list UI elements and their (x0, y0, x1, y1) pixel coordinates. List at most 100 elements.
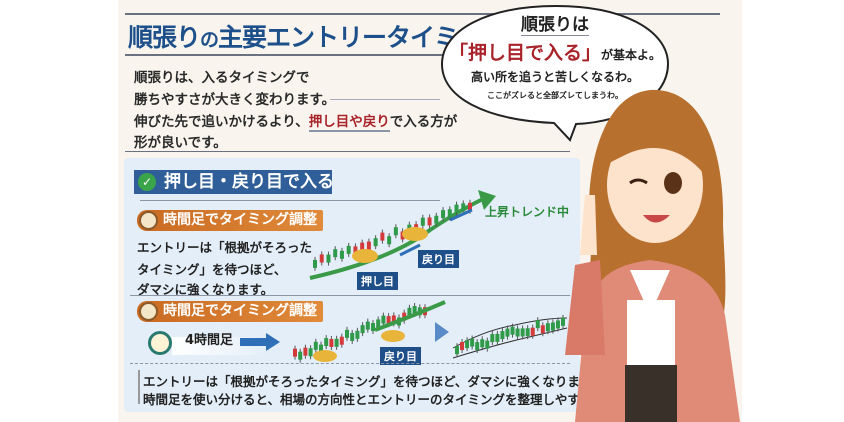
bubble-text: 順張りは 「押し目で入る」が基本よ。 高い所を追うと苦しくなるわ。 ここがズレる… (440, 10, 670, 101)
candle (447, 209, 452, 218)
candle (329, 338, 334, 347)
candle (334, 338, 339, 347)
candle (381, 315, 386, 324)
pullback-marker (352, 249, 378, 263)
trend-label: 上昇トレンド中 (485, 205, 570, 219)
candle (293, 348, 297, 357)
candle (365, 321, 370, 330)
check-circle-icon: ✓ (138, 173, 156, 191)
candle (545, 323, 550, 332)
candle (350, 332, 355, 341)
divider (140, 200, 440, 201)
candle (515, 328, 520, 337)
candle (495, 333, 500, 342)
retrace-marker (381, 330, 405, 342)
candle (373, 238, 378, 247)
candle (461, 203, 466, 212)
candle (333, 249, 338, 258)
trend-arrow (374, 300, 446, 332)
candle (520, 328, 525, 337)
candle (510, 326, 515, 335)
candle (465, 340, 470, 349)
dashed-divider (130, 363, 570, 364)
candle (380, 232, 385, 241)
candle (360, 242, 365, 251)
candle (500, 331, 505, 340)
trend-arrowhead (478, 190, 496, 210)
candle (391, 315, 396, 324)
bubble-line: ここがズレると全部ズレてしまうわ。 (487, 91, 623, 100)
candle (475, 342, 480, 351)
timeframe-label: 4時間足 (185, 333, 234, 348)
retrace-marker (402, 227, 428, 241)
retrace-label: 戻り目 (418, 250, 459, 268)
summary-line: 時間足を使い分けると、相場の方向性とエントリーのタイミングを整理しやすいです。 (143, 392, 629, 407)
retrace-label: 戻り目 (380, 347, 421, 365)
intro-line: 伸びた先で追いかけるより、押し目や戻りで入る方が (134, 114, 458, 132)
candle (339, 336, 344, 345)
bubble-line: 「押し目で入る」が基本よ。 (448, 42, 662, 64)
intro-divider (125, 151, 570, 152)
candle (407, 307, 412, 316)
candle (561, 317, 565, 326)
title-underline (125, 54, 443, 56)
clock-icon (139, 302, 158, 321)
candle (313, 341, 318, 350)
candle (555, 320, 560, 329)
candle (319, 344, 323, 353)
pullback-label: 押し目 (357, 272, 398, 290)
candle (454, 204, 459, 213)
lower-timeframe-chart (452, 314, 568, 359)
candle (505, 328, 510, 337)
candle (355, 330, 360, 339)
intro-line: 勝ちやすさが大きく変わります。 (134, 92, 336, 108)
quote-bar (138, 370, 140, 404)
block2-heading: 時間足でタイミング調整 (137, 301, 323, 322)
clock-icon (139, 211, 158, 230)
candle (525, 328, 530, 337)
candle (485, 340, 490, 349)
arrow-right-icon (240, 333, 280, 351)
candle (412, 305, 417, 314)
clock-icon (148, 331, 172, 355)
channel-line (452, 317, 568, 349)
candle (530, 327, 535, 336)
summary-line: エントリーは「根拠がそろったタイミング」を待つほど、ダマシに強くなります。 (143, 374, 604, 389)
speech-bubble (440, 4, 670, 142)
blue-arrow (399, 243, 421, 257)
candle (460, 342, 465, 351)
candle (420, 217, 425, 226)
block1-text: ダマシに強くなります。 (137, 282, 274, 297)
channel-line (452, 327, 568, 359)
candle (298, 351, 303, 360)
candle (387, 236, 392, 245)
bubble-line: 高い所を追うと苦しくなるわ。 (470, 70, 639, 84)
bubble-line: 順張りは (521, 10, 589, 36)
blue-arrow (449, 208, 473, 222)
character-illustration (565, 89, 740, 422)
candle (490, 334, 495, 343)
candle (470, 338, 475, 347)
candle (319, 254, 324, 263)
divider (130, 295, 570, 296)
candle (540, 325, 545, 334)
candle (324, 338, 329, 347)
candle (393, 227, 398, 236)
top-divider (125, 13, 720, 15)
candle (326, 254, 331, 263)
candle (346, 245, 351, 254)
candle (376, 319, 381, 328)
candle (427, 217, 432, 226)
divider (330, 99, 440, 100)
candle (468, 202, 472, 211)
section-heading: ✓ 押し目・戻り目で入る (134, 170, 334, 194)
candle (550, 322, 555, 331)
candle (353, 246, 358, 255)
candle (360, 325, 365, 334)
candle (441, 210, 446, 219)
candle (313, 259, 317, 268)
candle (480, 339, 485, 348)
candle (535, 320, 540, 329)
candle (366, 241, 371, 250)
pullback-marker (313, 350, 337, 362)
